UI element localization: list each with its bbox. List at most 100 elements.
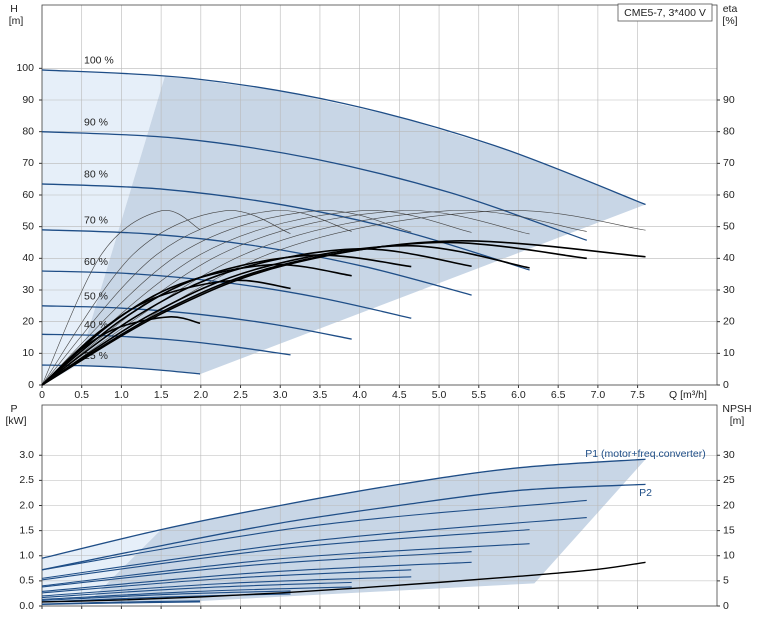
y-tick-label: 90 bbox=[22, 94, 34, 106]
plot-frame bbox=[41, 404, 718, 607]
curve bbox=[41, 517, 587, 579]
y2-tick-label: 0 bbox=[723, 379, 729, 391]
curve bbox=[41, 210, 352, 386]
y-tick-label: 0 bbox=[28, 379, 34, 391]
x-tick-label: 0 bbox=[39, 389, 45, 401]
curve bbox=[41, 529, 530, 581]
x-tick-label: 2.0 bbox=[194, 389, 209, 401]
curve bbox=[41, 458, 646, 559]
y2-tick-label: 50 bbox=[723, 220, 735, 232]
y-tick-label: 30 bbox=[22, 284, 34, 296]
y2-axis-unit: [m] bbox=[730, 415, 745, 427]
y2-tick-label: 20 bbox=[723, 315, 735, 327]
curve bbox=[41, 69, 646, 206]
curve bbox=[41, 279, 291, 386]
y2-tick-label: 15 bbox=[723, 524, 735, 536]
curve bbox=[41, 210, 530, 386]
curve-label: 70 % bbox=[84, 215, 108, 227]
x-tick-label: 7.5 bbox=[630, 389, 645, 401]
y-tick-label: 40 bbox=[22, 252, 34, 264]
curve-label: P2 bbox=[639, 487, 652, 499]
curve bbox=[41, 543, 530, 587]
curve bbox=[41, 601, 201, 606]
y2-tick-label: 10 bbox=[723, 550, 735, 562]
curve bbox=[41, 499, 587, 571]
y-tick-label: 20 bbox=[22, 315, 34, 327]
y2-tick-label: 30 bbox=[723, 449, 735, 461]
x-tick-label: 1.0 bbox=[114, 389, 129, 401]
plot-frame bbox=[41, 4, 718, 386]
curve bbox=[41, 229, 472, 296]
x-tick-label: 6.0 bbox=[511, 389, 526, 401]
x-tick-label: 0.5 bbox=[74, 389, 89, 401]
x-tick-label: 3.0 bbox=[273, 389, 288, 401]
curve bbox=[41, 333, 291, 356]
curve bbox=[41, 263, 352, 386]
curve-label: 60 % bbox=[84, 256, 108, 268]
y-tick-label: 0.5 bbox=[19, 575, 34, 587]
plot-layer: 0 0.5 1.0 1.5 2.0 2.5 3.0 3.5 4.0 4.5 5.0 5.5 6.0 6.5… bbox=[16, 4, 735, 612]
curve bbox=[41, 240, 646, 386]
y2-tick-label: 40 bbox=[723, 252, 735, 264]
y2-tick-label: 30 bbox=[723, 284, 735, 296]
curve bbox=[41, 561, 646, 603]
y-tick-label: 1.0 bbox=[19, 550, 34, 562]
y-tick-label: 1.5 bbox=[19, 524, 34, 536]
y2-tick-label: 0 bbox=[723, 600, 729, 612]
curve bbox=[41, 305, 352, 340]
y-tick-label: 10 bbox=[22, 347, 34, 359]
y2-axis-unit: [%] bbox=[722, 15, 737, 27]
curve-label: P1 (motor+freq.converter) bbox=[585, 448, 706, 460]
y2-tick-label: 25 bbox=[723, 474, 735, 486]
y-tick-label: 2.5 bbox=[19, 474, 34, 486]
curve bbox=[41, 316, 201, 386]
x-tick-label: 6.5 bbox=[551, 389, 566, 401]
y-tick-label: 2.0 bbox=[19, 499, 34, 511]
x-tick-label: 4.5 bbox=[392, 389, 407, 401]
curve bbox=[41, 210, 412, 386]
curve bbox=[41, 576, 412, 597]
y2-tick-label: 80 bbox=[723, 125, 735, 137]
x-tick-label: 5.5 bbox=[471, 389, 486, 401]
y2-axis-label: NPSH bbox=[722, 403, 751, 415]
x-tick-label: 1.5 bbox=[154, 389, 169, 401]
curve bbox=[41, 244, 530, 386]
curve bbox=[41, 210, 201, 386]
x-tick-label: 2.5 bbox=[233, 389, 248, 401]
y-axis-unit: [kW] bbox=[6, 415, 27, 427]
curve bbox=[41, 248, 472, 386]
y-axis-label: H bbox=[10, 3, 18, 15]
y-tick-label: 80 bbox=[22, 125, 34, 137]
y-axis-label: P bbox=[10, 403, 17, 415]
curve-label: 90 % bbox=[84, 116, 108, 128]
y2-tick-label: 70 bbox=[723, 157, 735, 169]
operating-area bbox=[77, 75, 646, 374]
curve bbox=[41, 569, 412, 594]
y2-axis-label: eta bbox=[723, 3, 738, 15]
y2-tick-label: 90 bbox=[723, 94, 735, 106]
y-tick-label: 60 bbox=[22, 189, 34, 201]
operating-area bbox=[89, 459, 646, 601]
x-tick-label: 3.5 bbox=[313, 389, 328, 401]
x-tick-label: 5.0 bbox=[432, 389, 447, 401]
y-tick-label: 3.0 bbox=[19, 449, 34, 461]
curve bbox=[41, 561, 472, 592]
curve bbox=[41, 551, 472, 588]
y2-tick-label: 5 bbox=[723, 575, 729, 587]
y-tick-label: 100 bbox=[16, 62, 34, 74]
y2-tick-label: 60 bbox=[723, 189, 735, 201]
x-tick-label: 7.0 bbox=[591, 389, 606, 401]
y2-tick-label: 10 bbox=[723, 347, 735, 359]
y-axis-unit: [m] bbox=[9, 15, 24, 27]
x-axis-label: Q [m³/h] bbox=[669, 389, 707, 401]
curve bbox=[41, 210, 587, 386]
operating-area bbox=[42, 529, 162, 606]
curve bbox=[41, 183, 530, 271]
y-tick-label: 70 bbox=[22, 157, 34, 169]
curve bbox=[41, 581, 352, 599]
curve bbox=[41, 483, 646, 571]
curve-label: 50 % bbox=[84, 291, 108, 303]
curve bbox=[41, 210, 291, 386]
y2-tick-label: 20 bbox=[723, 499, 735, 511]
